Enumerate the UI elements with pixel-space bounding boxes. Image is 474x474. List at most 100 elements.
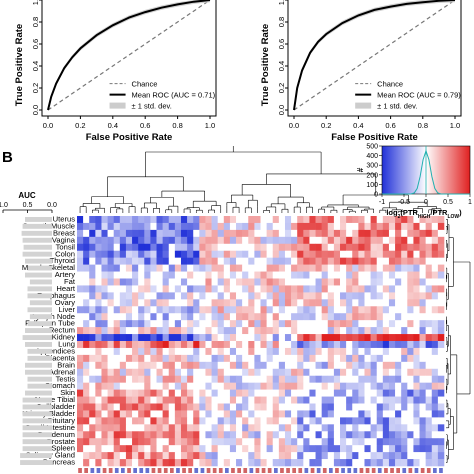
heatmap-cell <box>284 424 292 432</box>
heatmap-cell <box>125 299 133 307</box>
heatmap-cell <box>119 243 127 252</box>
heatmap-cell <box>297 250 304 258</box>
heatmap-cell <box>419 368 426 377</box>
heatmap-cell <box>254 403 261 411</box>
heatmap-cell <box>95 361 102 370</box>
heatmap-cell <box>437 417 445 425</box>
column-label-mark <box>218 468 223 473</box>
heatmap-cell <box>174 229 182 238</box>
heatmap-cell <box>278 347 286 356</box>
heatmap-cell <box>370 271 378 279</box>
heatmap-cell <box>125 327 133 335</box>
heatmap-cell <box>107 306 114 314</box>
heatmap-cell <box>413 306 420 314</box>
heatmap-cell <box>113 382 121 390</box>
heatmap-cell <box>333 250 341 258</box>
heatmap-cell <box>254 382 261 390</box>
heatmap-cell <box>156 361 163 370</box>
heatmap-cell <box>266 341 274 349</box>
mean-roc-line <box>293 0 456 111</box>
heatmap-cell <box>284 222 292 231</box>
row-label: Adrenal <box>49 367 75 376</box>
heatmap-cell <box>125 382 133 390</box>
heatmap-cell <box>425 459 433 467</box>
auc-bar <box>25 369 52 375</box>
heatmap-cell <box>413 361 420 370</box>
heatmap-cell <box>125 438 133 446</box>
heatmap-cell <box>266 375 274 383</box>
heatmap-cell <box>291 313 298 321</box>
heatmap-cell <box>413 403 420 411</box>
heatmap-cell <box>101 250 108 258</box>
heatmap-cell <box>236 389 243 397</box>
heatmap-cell <box>254 257 261 265</box>
heatmap-cell <box>193 278 200 286</box>
heatmap-cell <box>315 396 322 404</box>
heatmap-cell <box>229 236 237 245</box>
heatmap-cell <box>211 257 218 265</box>
heatmap-cell <box>309 375 316 383</box>
heatmap-cell <box>266 236 274 245</box>
heatmap-cell <box>77 431 84 439</box>
heatmap-cell <box>407 299 414 307</box>
heatmap-cell <box>223 299 231 307</box>
y-tick-label: 0.0 <box>31 105 40 115</box>
heatmap-cell <box>119 424 127 432</box>
heatmap-cell <box>413 285 420 293</box>
row-label: Lung <box>58 340 75 349</box>
heatmap-cell <box>376 396 384 404</box>
heatmap-cell <box>168 424 176 432</box>
heatmap-cell <box>217 375 225 383</box>
row-label: Ovary <box>55 298 75 307</box>
heatmap-cell <box>395 264 402 272</box>
heatmap-cell <box>101 327 108 335</box>
heatmap-cell <box>272 431 280 439</box>
heatmap-cell <box>376 438 384 446</box>
heatmap-cell <box>236 341 243 349</box>
legend-swatch-std <box>355 102 372 109</box>
heatmap-cell <box>187 243 194 252</box>
heatmap-cell <box>431 445 439 453</box>
heatmap-cell <box>193 431 200 439</box>
heatmap-cell <box>321 347 329 356</box>
heatmap-cell <box>266 410 274 418</box>
row-label: Artery <box>55 270 75 279</box>
heatmap-cell <box>272 250 280 258</box>
heatmap-cell <box>315 278 322 286</box>
heatmap-cell <box>150 278 157 286</box>
heatmap-cell <box>113 327 121 335</box>
heatmap-cell <box>278 403 286 411</box>
row-label: Brain <box>57 360 75 369</box>
heatmap-cell <box>309 341 316 349</box>
heatmap-cell <box>113 452 121 460</box>
heatmap-cell <box>431 431 439 439</box>
heatmap-cell <box>217 271 225 279</box>
heatmap-cell <box>278 264 286 272</box>
heatmap-cell <box>346 257 353 265</box>
heatmap-cell <box>413 278 420 286</box>
heatmap-cell <box>132 396 139 404</box>
heatmap-cell <box>346 250 353 258</box>
heatmap-cell <box>107 264 114 272</box>
heatmap-cell <box>101 382 108 390</box>
heatmap-cell <box>77 354 84 363</box>
heatmap-cell <box>174 334 182 342</box>
heatmap-cell <box>77 403 84 411</box>
column-label-mark <box>347 468 352 473</box>
heatmap-cell <box>119 368 127 377</box>
heatmap-cell <box>119 271 127 279</box>
heatmap-cell <box>352 229 359 238</box>
heatmap-cell <box>236 347 243 356</box>
heatmap-cell <box>291 222 298 231</box>
heatmap-cell <box>144 403 151 411</box>
heatmap-cell <box>278 438 286 446</box>
legend-label: ± 1 std. dev. <box>132 102 172 111</box>
heatmap-cell <box>419 459 426 467</box>
heatmap-cell <box>315 320 322 328</box>
heatmap-cell <box>199 341 206 349</box>
heatmap-cell <box>150 382 157 390</box>
heatmap-cell <box>162 320 170 328</box>
heatmap-cell <box>168 306 176 314</box>
row-label: Tonsil <box>56 242 76 251</box>
heatmap-cell <box>187 271 194 279</box>
